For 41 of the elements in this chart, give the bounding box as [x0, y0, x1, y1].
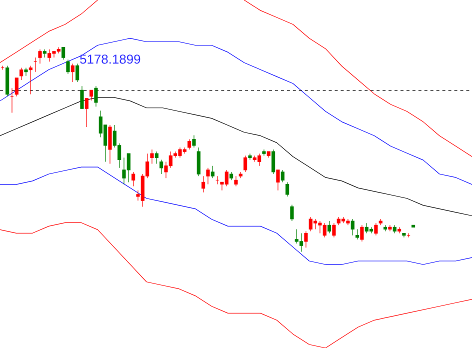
candlestick — [132, 172, 136, 187]
candlestick — [374, 222, 378, 236]
candlestick — [202, 176, 206, 193]
candlestick — [160, 159, 164, 174]
candlestick — [154, 151, 158, 164]
candlestick — [150, 149, 154, 164]
candlestick — [356, 228, 360, 240]
candlestick — [350, 218, 354, 236]
candlestick — [14, 78, 18, 97]
candlestick — [188, 138, 192, 150]
candlestick — [66, 59, 70, 74]
candlestick — [80, 86, 84, 109]
candlestick — [90, 90, 94, 101]
candlestick — [328, 220, 332, 234]
candlestick — [210, 166, 214, 178]
candlestick — [272, 149, 276, 174]
candlestick — [304, 230, 308, 248]
candlestick — [248, 153, 252, 160]
candlestick — [94, 86, 98, 107]
candlestick — [76, 63, 80, 82]
candlestick — [234, 176, 238, 187]
candlestick — [24, 67, 28, 76]
candlestick — [28, 65, 32, 95]
candlestick — [276, 170, 280, 191]
candlestick — [244, 155, 248, 172]
candlestick — [108, 124, 112, 164]
candlestick — [388, 224, 392, 232]
candlestick — [38, 49, 42, 64]
candlestick — [70, 63, 74, 82]
candlestick — [286, 182, 290, 197]
candlestick — [192, 134, 196, 148]
candlestick — [84, 98, 88, 128]
candlestick — [280, 170, 284, 183]
candlestick — [206, 168, 210, 185]
candlestick — [332, 222, 336, 238]
annotation: 5178.1899 — [80, 54, 140, 64]
candlestick — [360, 224, 364, 242]
candlestick — [290, 204, 294, 222]
candlestick — [196, 147, 200, 176]
candlestick — [20, 67, 24, 80]
candlestick — [62, 46, 66, 60]
